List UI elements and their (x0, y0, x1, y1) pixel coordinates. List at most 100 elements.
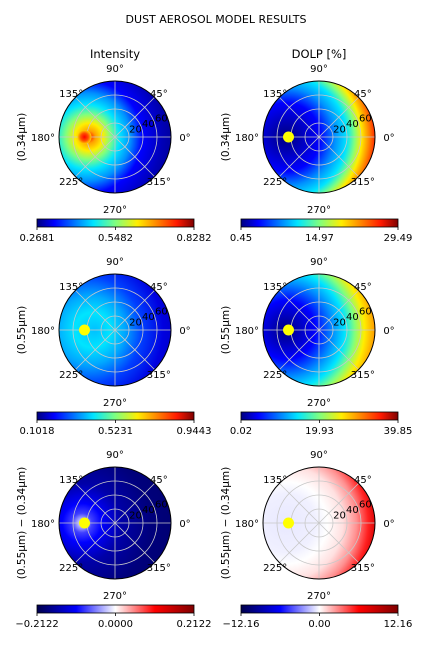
colorbar-tick-label: 0.0000 (98, 619, 133, 630)
angle-label: 270° (103, 205, 127, 216)
radial-tick-label: 20 (333, 510, 346, 521)
angle-label: 135° (59, 282, 83, 293)
grid-spoke (279, 136, 320, 177)
angle-label: 225° (263, 370, 287, 381)
angle-label: 0° (383, 133, 394, 144)
colorbar-tick-label: 0.1018 (20, 426, 55, 437)
panels: 20 40 600°45°90°135°180°225°270°315°(0.34μ… (15, 64, 412, 630)
column-title-intensity: Intensity (90, 47, 140, 61)
grid-spoke (318, 329, 359, 370)
colorbar-tick-label: 0.2122 (177, 619, 212, 630)
angle-label: 135° (59, 89, 83, 100)
radial-tick-label: 20 (333, 124, 346, 135)
colorbar-tick-label: 0.8282 (177, 233, 212, 244)
angle-label: 0° (383, 326, 394, 337)
angle-label: 0° (179, 133, 190, 144)
colorbar (36, 411, 195, 421)
angle-label: 90° (310, 64, 328, 75)
radial-tick-label: 40 (142, 119, 155, 130)
angle-label: 135° (263, 282, 287, 293)
grid-spoke (75, 329, 116, 370)
radial-tick-label: 20 (129, 510, 142, 521)
radial-tick-label: 40 (346, 119, 359, 130)
angle-label: 135° (59, 475, 83, 486)
angle-label: 180° (235, 326, 259, 337)
angle-label: 180° (31, 519, 55, 530)
angle-label: 270° (307, 205, 331, 216)
panel-r2-c0: 20 40 60 0° 45° 90° 135° 180° 225° 270° 315° (0.55μ… (15, 450, 211, 630)
angle-label: 45° (354, 282, 372, 293)
sun-marker (283, 324, 294, 336)
colorbar-tick-label: 19.93 (305, 426, 334, 437)
row-label: (0.34μm) (16, 113, 28, 161)
colorbar-tick-label: −0.2122 (15, 619, 58, 630)
sun-marker (283, 517, 294, 529)
angle-label: 270° (103, 591, 127, 602)
panel-r1-c1: 20 40 60 0° 45° 90° 135° 180° 225° 270° 315° (0.55μ… (220, 257, 412, 437)
colorbar-tick-label: 0.5482 (98, 233, 133, 244)
polar-frame (58, 273, 172, 387)
radial-tick-label: 40 (346, 505, 359, 516)
row-label: (0.55μm) − (0.34μm) (220, 467, 232, 579)
angle-label: 225° (263, 177, 287, 188)
grid-spoke (279, 290, 320, 331)
colorbar-tick-label: 0.45 (230, 233, 252, 244)
grid-spoke (75, 97, 116, 138)
angle-label: 0° (179, 519, 190, 530)
radial-tick-label: 20 (129, 317, 142, 328)
row-label: (0.34μm) (220, 113, 232, 161)
grid-spoke (279, 522, 320, 563)
radial-tick-label: 20 (129, 124, 142, 135)
colorbar (240, 218, 399, 228)
colorbar (240, 411, 399, 421)
colorbar-tick-label: 0.2681 (20, 233, 55, 244)
angle-label: 315° (147, 370, 171, 381)
radial-tick-label: 60 (155, 114, 168, 125)
grid-spoke (318, 136, 359, 177)
angle-label: 135° (263, 89, 287, 100)
angle-label: 315° (147, 177, 171, 188)
angle-label: 0° (179, 326, 190, 337)
grid-spoke (75, 483, 116, 524)
angle-label: 315° (351, 563, 375, 574)
grid-spoke (279, 483, 320, 524)
row-label: (0.55μm) (220, 306, 232, 354)
angle-label: 180° (31, 133, 55, 144)
angle-label: 315° (351, 370, 375, 381)
colorbar-tick-label: 0.9443 (177, 426, 212, 437)
angle-label: 0° (383, 519, 394, 530)
angle-label: 180° (235, 133, 259, 144)
grid-spoke (318, 97, 359, 138)
angle-label: 135° (263, 475, 287, 486)
grid-spoke (279, 97, 320, 138)
colorbar-tick-label: −12.16 (222, 619, 259, 630)
angle-label: 90° (106, 450, 124, 461)
radial-tick-label: 60 (359, 307, 372, 318)
grid-spoke (318, 290, 359, 331)
angle-label: 45° (150, 475, 168, 486)
angle-label: 270° (103, 398, 127, 409)
radial-tick-label: 60 (359, 114, 372, 125)
colorbar-tick-label: 12.16 (384, 619, 413, 630)
angle-label: 225° (59, 177, 83, 188)
angle-label: 45° (150, 89, 168, 100)
colorbar-tick-label: 39.85 (384, 426, 413, 437)
grid-spoke (114, 136, 155, 177)
angle-label: 180° (235, 519, 259, 530)
angle-label: 90° (106, 64, 124, 75)
radial-tick-label: 40 (142, 312, 155, 323)
angle-label: 225° (59, 370, 83, 381)
polar-frame (262, 80, 376, 194)
colorbar (36, 218, 195, 228)
sun-marker (77, 130, 92, 144)
colorbar-tick-label: 0.00 (308, 619, 330, 630)
grid-spoke (318, 483, 359, 524)
grid-spoke (75, 290, 116, 331)
angle-label: 270° (307, 398, 331, 409)
angle-label: 45° (354, 89, 372, 100)
radial-tick-label: 40 (142, 505, 155, 516)
angle-label: 315° (147, 563, 171, 574)
column-title-dolp: DOLP [%] (292, 47, 347, 61)
row-label: (0.55μm) − (0.34μm) (16, 467, 28, 579)
